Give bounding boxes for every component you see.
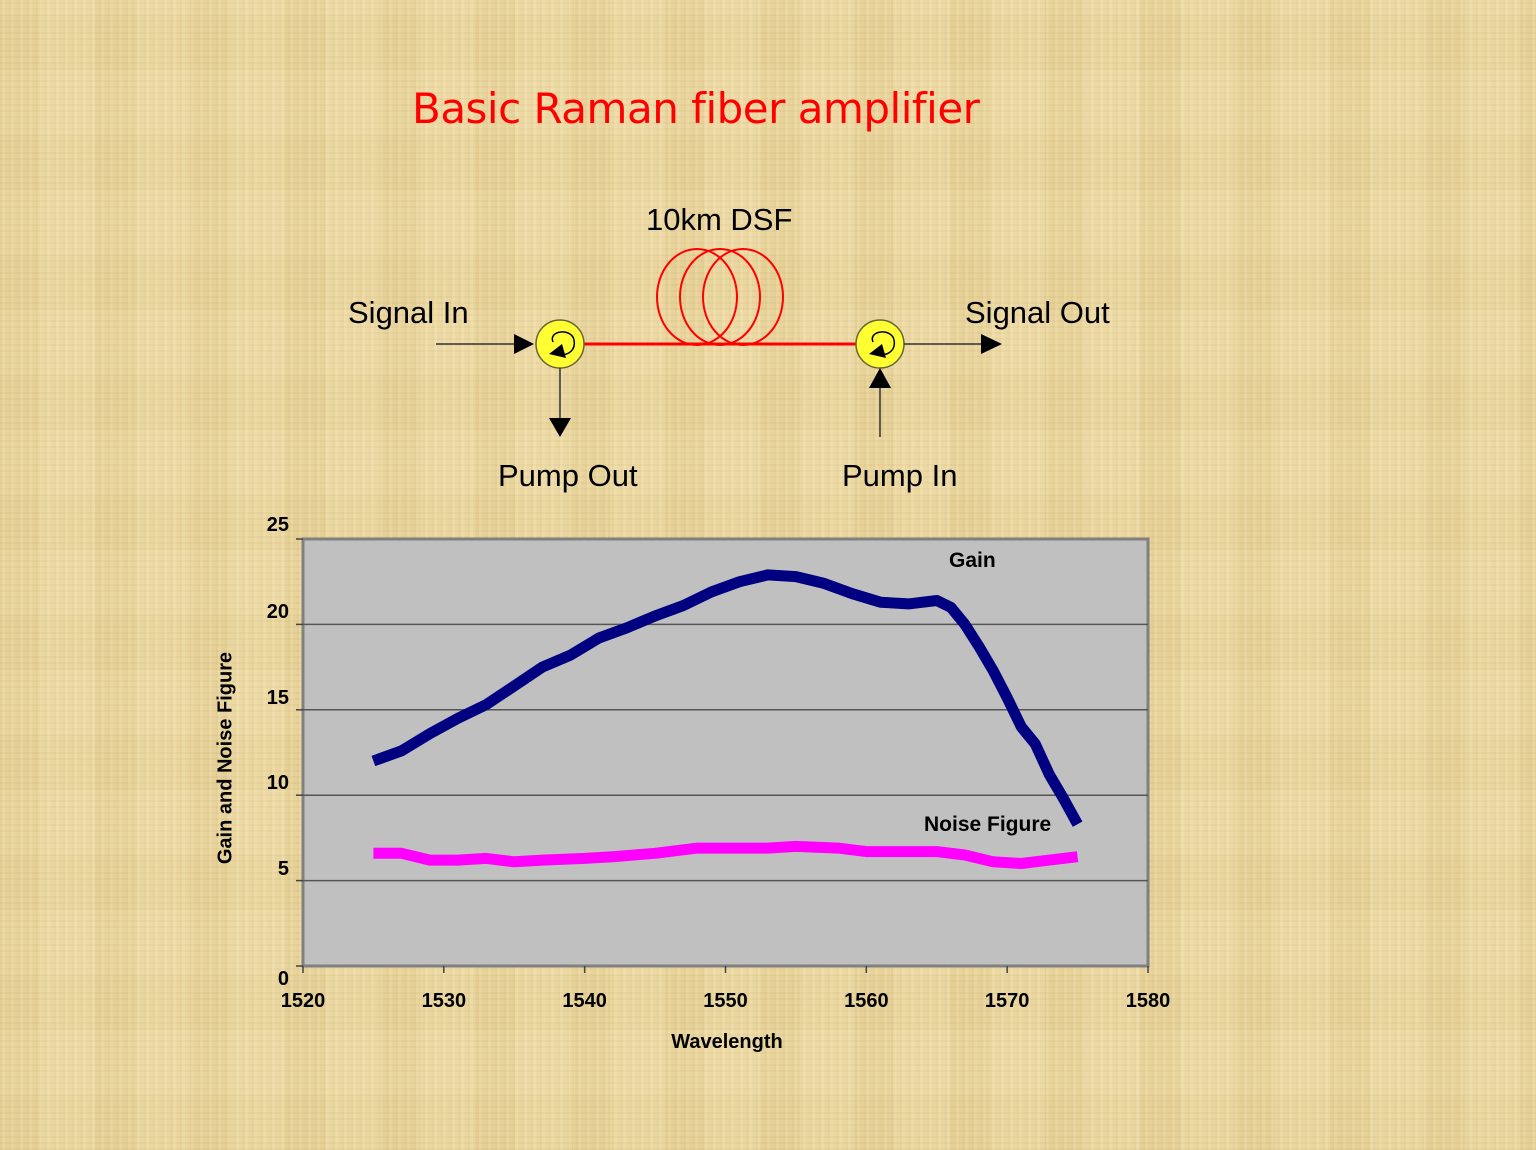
x-tick-label: 1570 [984, 990, 1030, 1012]
axes [296, 538, 1149, 973]
plot-area [301, 537, 1150, 968]
y-tick-label: 15 [266, 686, 289, 709]
x-tick-label: 1560 [844, 990, 889, 1012]
x-tick-label: 1540 [562, 990, 607, 1012]
x-axis-title: Wavelength [671, 1031, 783, 1053]
x-tick-label: 1550 [703, 990, 748, 1012]
noise-figure-line [373, 840, 1079, 869]
x-tick-label: 1530 [421, 990, 467, 1012]
signal-in-arrow [436, 334, 534, 354]
y-tick-label: 25 [266, 514, 289, 536]
fiber-label: 10km DSF [646, 202, 793, 237]
pump-out-label: Pump Out [498, 458, 638, 493]
raman-amplifier-diagram [436, 248, 1002, 437]
x-tick-label: 1580 [1125, 990, 1171, 1012]
noise-figure-series-label: Noise Figure [924, 813, 1052, 836]
signal-out-label: Signal Out [965, 295, 1110, 330]
pump-out-arrow [549, 368, 571, 437]
y-tick-label: 0 [277, 968, 289, 990]
fiber-coil-icon [656, 248, 784, 346]
x-tick-label: 1520 [280, 990, 326, 1012]
pump-in-arrow [869, 368, 891, 437]
y-axis-title: Gain and Noise Figure [214, 651, 237, 865]
signal-out-arrow [904, 334, 1002, 354]
y-tick-label: 10 [266, 772, 289, 795]
slide-title: Basic Raman fiber amplifier [412, 84, 980, 133]
output-circulator-icon [855, 319, 905, 369]
signal-in-label: Signal In [348, 295, 469, 330]
y-tick-label: 5 [277, 857, 289, 880]
input-circulator-icon [535, 319, 585, 369]
gridlines [303, 623, 1148, 882]
pump-in-label: Pump In [842, 458, 958, 493]
gain-line [371, 569, 1083, 827]
y-tick-label: 20 [266, 601, 289, 624]
gain-series-label: Gain [949, 549, 996, 572]
